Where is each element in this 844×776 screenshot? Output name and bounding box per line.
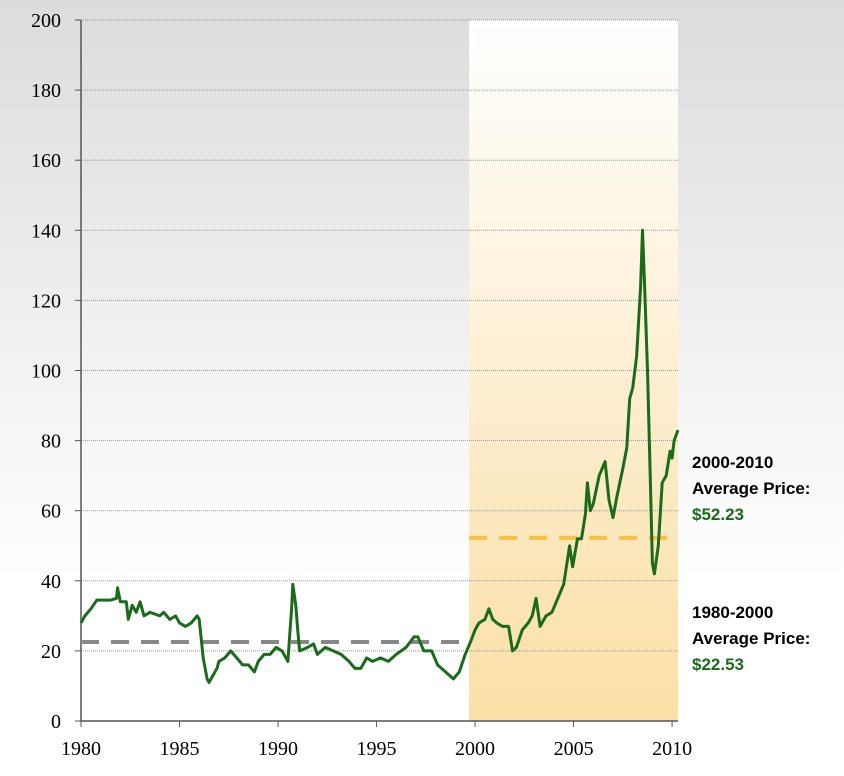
annotation-text: 1980-2000: [692, 603, 773, 622]
y-tick-label: 20: [41, 641, 61, 663]
y-tick-label: 40: [41, 571, 61, 593]
y-tick-label: 0: [51, 711, 61, 733]
y-tick-label: 200: [31, 10, 61, 32]
price-line: [79, 228, 680, 684]
y-tick-label: 180: [31, 80, 61, 102]
x-tick-label: 2000: [455, 738, 495, 760]
y-tick-label: 60: [41, 501, 61, 523]
y-tick-label: 120: [31, 290, 61, 312]
x-tick-label: 1990: [258, 738, 298, 760]
y-tick-label: 80: [41, 431, 61, 453]
annotation-text: 2000-2010: [692, 453, 773, 472]
y-tick-label: 100: [31, 361, 61, 383]
y-tick-label: 140: [31, 220, 61, 242]
x-tick-label: 1995: [357, 738, 397, 760]
annotation-value: $52.23: [692, 505, 744, 524]
y-tick-label: 160: [31, 150, 61, 172]
x-tick-label: 1985: [160, 738, 200, 760]
annotation-value: $22.53: [692, 655, 744, 674]
annotation-text: Average Price:: [692, 479, 810, 498]
annotation-text: Average Price:: [692, 629, 810, 648]
x-tick-label: 1980: [61, 738, 101, 760]
x-tick-label: 2010: [652, 738, 692, 760]
x-tick-label: 2005: [554, 738, 594, 760]
